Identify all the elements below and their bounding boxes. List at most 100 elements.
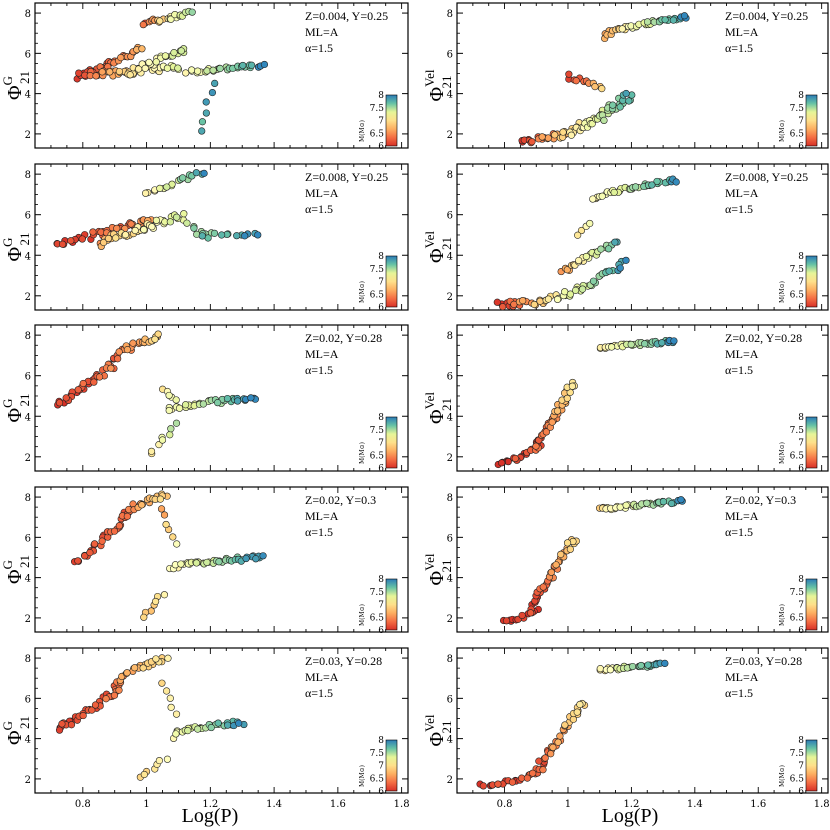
scatter-point [79,379,87,388]
x-tick-label: 0.8 [497,799,513,810]
scatter-point [58,240,67,248]
y-tick-label: 4 [447,735,453,746]
panel-G-0: 2 4 6 8 Z=0.004, Y=0.25 ML=A α=1.5 8 7.5 7 6.5 6 M(M… [0,2,409,152]
annotation-line: Z=0.02, Y=0.28 [305,331,382,345]
xlabel-right: Log(P) [602,805,659,827]
colorbar-title: M(M⊙) [359,442,366,464]
scatter-point [123,669,131,677]
scatter-point [92,72,100,80]
scatter-point [672,178,680,186]
x-tick-label: 1 [565,799,571,810]
scatter-point [208,88,217,97]
colorbar-tick-label: 8 [378,252,384,262]
scatter-point [139,664,147,672]
x-tick-label: 0.8 [75,799,91,810]
scatter-point [518,611,526,620]
scatter-point [156,184,164,193]
scatter-point [198,118,207,126]
scatter-point [643,18,652,26]
scatter-point [242,554,250,563]
colorbar [385,416,398,469]
y-tick-label: 8 [25,331,31,342]
scatter-point [616,103,624,111]
scatter-point [163,755,172,763]
scatter-point [167,15,175,23]
annotation-line: Z=0.03, Y=0.28 [305,654,382,668]
colorbar-tick-label: 8 [798,413,804,423]
scatter-point [138,45,146,53]
scatter-point [86,549,94,557]
scatter-point [577,226,586,235]
scatter-point [677,496,685,504]
colorbar-tick-label: 7.5 [370,749,385,759]
y-tick-label: 6 [25,694,31,705]
scatter-point [632,183,640,191]
scatter-point [605,267,613,275]
scatter-point [67,721,76,729]
scatter-point [182,69,190,77]
scatter-point [597,245,605,253]
scatter-point [661,659,669,668]
panel-G-4: 2 4 6 8 0.8 1 1.2 1.4 1.6 1.8 Z=0.03, Y=0.28 ML=A α=… [0,647,410,810]
scatter-point [549,743,557,752]
scatter-point [596,665,604,673]
scatter-point [622,89,630,98]
y-tick-label: 4 [447,251,453,262]
scatter-point [644,661,652,669]
scatter-point [216,64,224,73]
y-tick-label: 8 [447,331,453,342]
x-tick-label: 1.2 [623,799,639,810]
colorbar [385,255,398,308]
scatter-point [606,666,614,674]
scatter-point [172,419,181,427]
scatter-point [616,503,624,511]
colorbar [385,94,398,147]
scatter-point [192,559,201,567]
scatter-point [589,195,597,203]
scatter-point [172,730,180,738]
colorbar-tick-label: 7 [378,601,384,611]
colorbar [805,255,818,308]
scatter-point [568,382,577,390]
annotation-line: Z=0.02, Y=0.28 [725,331,802,345]
colorbar-tick-label: 7 [378,762,384,772]
y-tick-label: 6 [25,533,31,544]
colorbar-tick-label: 7.5 [790,104,805,114]
colorbar-tick-label: 6.5 [370,290,385,300]
scatter-point [115,522,123,530]
scatter-point [190,224,198,232]
scatter-point [55,726,64,734]
scatter-point [91,701,100,709]
scatter-point [172,396,180,404]
colorbar-tick-label: 7.5 [790,426,805,436]
scatter-point [598,192,606,200]
scatter-point [158,436,167,444]
x-tick-label: 1 [143,799,149,810]
scatter-point [198,232,206,240]
scatter-point [179,174,187,182]
scatter-point [90,378,98,386]
scatter-point [538,133,546,141]
scatter-point [167,425,175,433]
annotation-line: ML=A [305,347,339,361]
colorbar-title: M(M⊙) [779,442,786,464]
scatter-point [199,400,207,408]
scatter-point [156,495,165,503]
scatter-point [561,721,569,729]
scatter-point [573,708,581,716]
scatter-point [172,710,181,718]
scatter-point [140,770,148,779]
panel-frame [456,2,829,149]
colorbar-title: M(M⊙) [779,281,786,303]
scatter-point [215,558,223,566]
panel-G-2: 2 4 6 8 Z=0.02, Y=0.28 ML=A α=1.5 8 7.5 7 6.5 6 M(M⊙… [0,324,409,474]
scatter-point [210,229,219,237]
y-tick-label: 6 [447,49,453,60]
y-tick-label: 8 [447,654,453,665]
y-tick-label: 6 [25,49,31,60]
scatter-point [114,355,122,363]
y-axis-label: ΦG 21 [0,716,32,745]
y-tick-label: 2 [447,292,453,303]
colorbar-tick-label: 6 [798,787,804,797]
y-tick-label: 6 [447,372,453,383]
